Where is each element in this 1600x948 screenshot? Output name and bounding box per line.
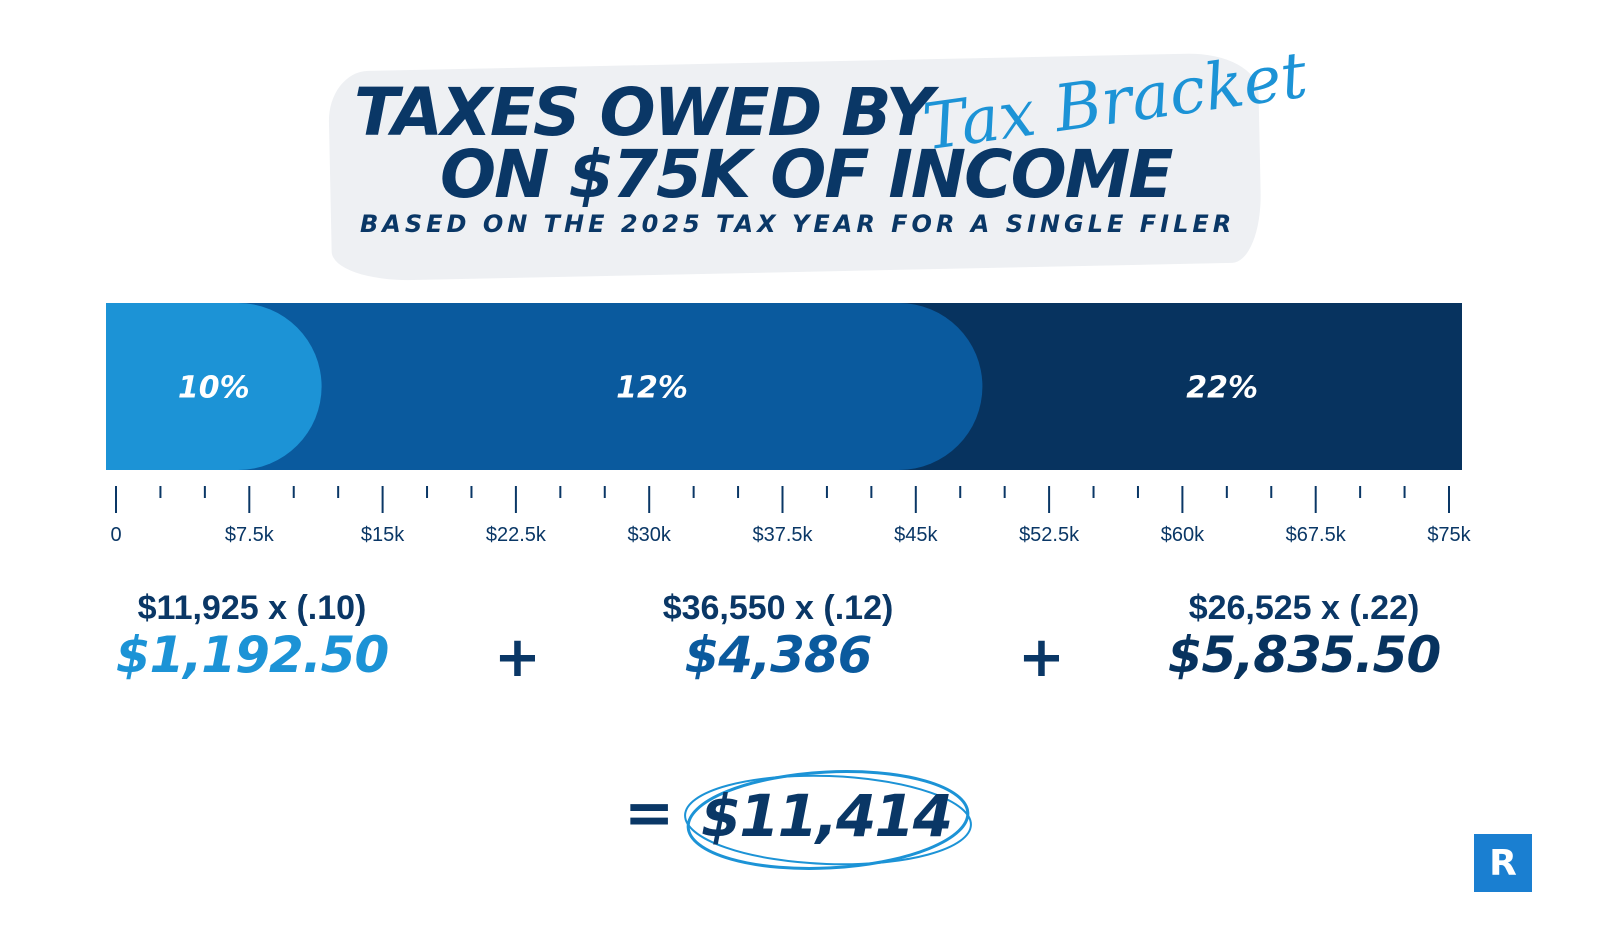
calc-result-22: $5,835.50 [1167, 626, 1442, 685]
total-value: $11,414 [700, 782, 953, 850]
tick-label: $7.5k [225, 524, 275, 546]
bracket-label-10pct: 10% [178, 371, 250, 406]
title-line-1: TAXES OWED BY [354, 74, 934, 151]
brand-logo: R [1474, 834, 1532, 892]
calc-bracket-12: $36,550 x (.12) $4,386 [578, 589, 978, 685]
calc-result-12: $4,386 [684, 626, 873, 685]
bracket-segment-12pct [106, 303, 983, 470]
bracket-label-12pct: 12% [616, 371, 688, 406]
tick-label: 0 [110, 524, 121, 546]
calc-result-10: $1,192.50 [115, 626, 390, 685]
calc-bracket-22: $26,525 x (.22) $5,835.50 [1104, 589, 1504, 685]
subtitle: BASED ON THE 2025 TAX YEAR FOR A SINGLE … [360, 210, 1236, 238]
tick-label: $75k [1427, 524, 1471, 546]
tick-label: $22.5k [486, 524, 547, 546]
income-axis: 0 $7.5k $15k $22.5k $30k $37.5k $45k $52.5k $60k… [110, 486, 1472, 546]
calc-bracket-10: $11,925 x (.10) $1,192.50 [52, 589, 452, 685]
bracket-segment-10pct [106, 303, 322, 470]
calc-formula-12: $36,550 x (.12) [662, 589, 894, 627]
total-circle [684, 770, 972, 870]
bracket-bar: 10% 12% 22% [106, 303, 1462, 470]
equals-sign: = [624, 778, 675, 848]
tick-label: $45k [894, 524, 938, 546]
plus-sign: + [1018, 625, 1065, 690]
calc-formula-22: $26,525 x (.22) [1188, 589, 1420, 627]
tick-label: $37.5k [752, 524, 813, 546]
title-line-2: ON $75K OF INCOME [440, 136, 1173, 213]
tax-bracket-chart: 10% 12% 22% 0 $7.5k $15k $22.5k $30k $37.5k $45k… [106, 303, 1472, 546]
tick-label: $52.5k [1019, 524, 1080, 546]
calc-formula-10: $11,925 x (.10) [137, 589, 367, 627]
bracket-label-22pct: 22% [1186, 371, 1258, 406]
tick-label: $30k [628, 524, 672, 546]
tick-label: $67.5k [1286, 524, 1347, 546]
total: = $11,414 [620, 765, 980, 875]
tick-label: $15k [361, 524, 405, 546]
plus-sign: + [494, 625, 541, 690]
tick-label: $60k [1161, 524, 1205, 546]
